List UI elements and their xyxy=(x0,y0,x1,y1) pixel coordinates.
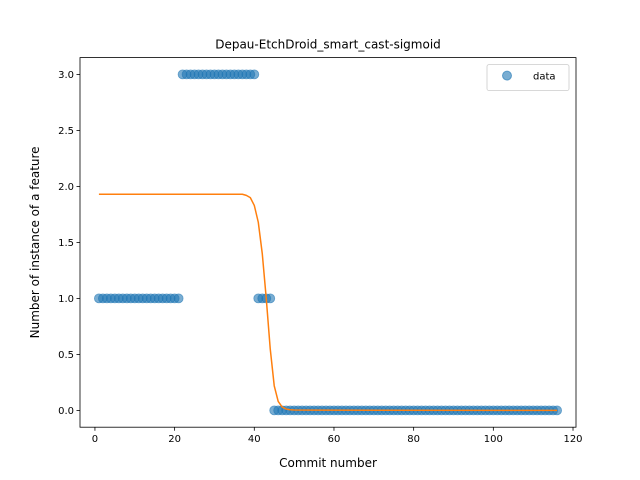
x-tick-label: 0 xyxy=(92,434,98,445)
data-point xyxy=(249,69,260,80)
y-tick-label: 0.0 xyxy=(58,406,74,417)
y-tick-label: 1.5 xyxy=(58,238,74,249)
x-tick-label: 40 xyxy=(248,434,261,445)
x-tick-label: 60 xyxy=(328,434,341,445)
axis-ticks: 0 20 40 60 80 100 120 0.0 0.5 1.0 1.5 2.0 2.5 3.0 xyxy=(58,70,582,445)
legend: data xyxy=(486,64,570,91)
x-tick-label: 20 xyxy=(168,434,181,445)
y-tick-label: 0.5 xyxy=(58,350,74,361)
y-tick-label: 2.0 xyxy=(58,182,74,193)
x-tick-label: 120 xyxy=(563,434,582,445)
legend-frame xyxy=(486,64,570,91)
legend-label-data: data xyxy=(533,72,556,83)
x-tick-label: 100 xyxy=(484,434,503,445)
x-tick-label: 80 xyxy=(407,434,420,445)
y-axis-label: Number of instance of a feature xyxy=(28,146,42,338)
fit-line xyxy=(98,193,558,412)
data-point xyxy=(173,293,184,304)
plot-area xyxy=(94,69,562,416)
y-tick-label: 2.5 xyxy=(58,126,74,137)
y-tick-label: 1.0 xyxy=(58,294,74,305)
y-tick-label: 3.0 xyxy=(58,70,74,81)
x-axis-label: Commit number xyxy=(279,456,377,470)
scatter-series-data xyxy=(94,69,562,416)
chart-title: Depau-EtchDroid_smart_cast-sigmoid xyxy=(215,38,441,52)
legend-marker-data xyxy=(502,70,512,81)
